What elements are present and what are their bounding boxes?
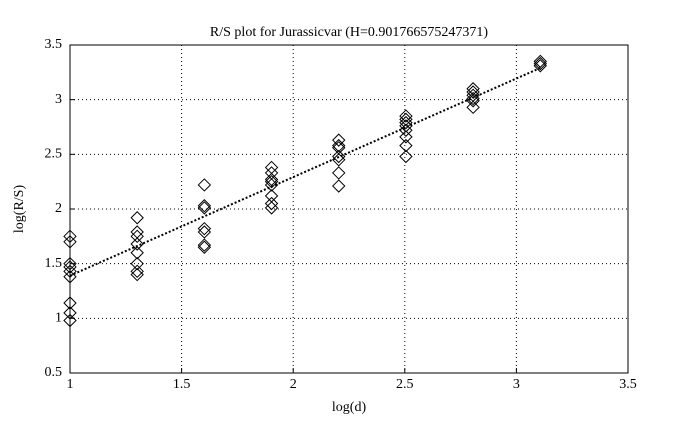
fit-line [69,67,541,277]
point [399,123,413,137]
point [197,238,212,252]
point [466,100,480,115]
point [197,199,212,213]
plot-frame [69,44,629,374]
y-tick-label: 2 [55,201,62,216]
point [63,235,77,249]
point [130,246,144,260]
point [533,59,547,73]
y-tick-label: 3.5 [45,37,63,52]
point [332,149,346,164]
x-tick-label: 3 [513,377,520,392]
point [63,264,77,279]
chart-title: R/S plot for Jurassicvar (H=0.9017665752… [210,25,488,40]
point [130,267,144,282]
point [130,264,144,279]
point [130,211,144,225]
point [399,115,413,130]
y-tick-label: 1 [55,311,62,326]
y-tick-label: 1.5 [45,256,63,271]
point [332,179,346,193]
point [63,306,77,320]
point [130,229,144,244]
point [399,149,413,164]
x-axis-label: log(d) [332,400,367,415]
x-tick-label: 3.5 [619,377,637,392]
point [264,178,279,192]
y-tick-label: 0.5 [45,365,63,380]
y-tick-label: 3 [55,92,62,107]
point [130,256,144,271]
x-tick-label: 2.5 [396,377,414,392]
point [197,201,212,215]
point [399,112,413,127]
point [264,189,279,203]
point [332,138,346,153]
point [197,225,212,239]
point [533,56,547,71]
point [130,237,144,251]
x-tick-label: 2 [290,377,297,392]
point [399,119,413,133]
point [130,225,144,239]
x-tick-label: 1 [67,377,74,392]
point [264,196,279,211]
point [197,221,212,236]
y-axis-label: log(R/S) [12,185,27,234]
point [332,133,346,147]
point [63,256,77,271]
point [63,296,77,310]
point [399,109,413,123]
point [197,178,212,192]
point [197,240,212,254]
point [63,260,77,274]
point [264,201,279,215]
point [264,174,279,189]
point [399,130,413,144]
point [264,172,279,187]
point [63,313,77,328]
point [533,54,547,69]
point [63,229,77,244]
point [332,166,346,180]
y-tick-label: 2.5 [45,147,63,162]
point [399,138,413,153]
x-tick-label: 1.5 [173,377,191,392]
